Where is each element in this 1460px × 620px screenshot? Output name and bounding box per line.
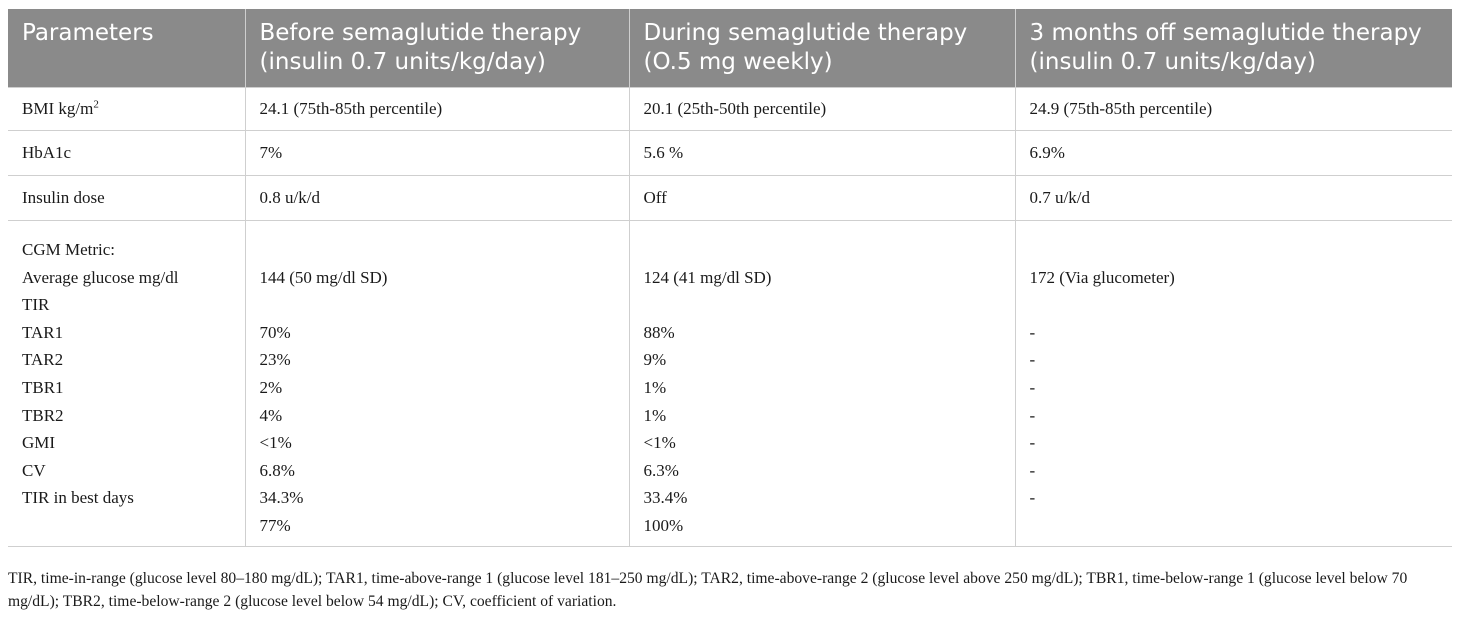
header-row: Parameters Before semaglutide therapy (i… (8, 9, 1452, 88)
cgm-before-value: 2% (259, 377, 283, 397)
cell-cgm-during: 124 (41 mg/dl SD) 88% 9% 1% 1% <1% 6.3% … (628, 220, 1015, 547)
header-during-line2: (O.5 mg weekly) (643, 49, 833, 75)
cgm-off-value: 172 (Via glucometer) (1029, 267, 1175, 287)
table-header: Parameters Before semaglutide therapy (i… (8, 9, 1452, 88)
cgm-label: TAR2 (22, 350, 64, 370)
bmi-label-superscript: 2 (93, 98, 99, 111)
cgm-off-value: - (1029, 488, 1036, 508)
cgm-label: CGM Metric: (22, 240, 116, 259)
cgm-before-value (260, 236, 615, 264)
cgm-during-value (644, 291, 1001, 319)
header-off-line1: 3 months off semaglutide therapy (1029, 20, 1422, 46)
results-table-container: Parameters Before semaglutide therapy (i… (8, 9, 1452, 547)
cell-bmi-off: 24.9 (75th-85th percentile) (1014, 87, 1452, 131)
cell-insulin-label: Insulin dose (8, 175, 245, 221)
cgm-during-value: 9% (643, 350, 667, 370)
cell-cgm-off: 172 (Via glucometer) - - - - - - - (1014, 220, 1452, 547)
header-off-line2: (insulin 0.7 units/kg/day) (1029, 49, 1316, 75)
cgm-label: TIR (22, 295, 50, 315)
header-parameters: Parameters (8, 9, 245, 88)
cgm-during-value: 6.3% (643, 460, 679, 480)
cgm-label: TIR in best days (22, 488, 134, 508)
cgm-during-value: 100% (643, 515, 684, 535)
cell-cgm-before: 144 (50 mg/dl SD) 70% 23% 2% 4% <1% 6.8%… (244, 220, 629, 547)
cgm-before-value: <1% (259, 433, 292, 453)
cell-bmi-during: 20.1 (25th-50th percentile) (628, 87, 1015, 131)
cgm-before-value (260, 291, 615, 319)
cell-hba1c-during: 5.6 % (628, 130, 1015, 176)
cgm-off-value: - (1029, 405, 1036, 425)
cgm-label: TAR1 (22, 322, 64, 342)
header-off-therapy: 3 months off semaglutide therapy (insuli… (1014, 9, 1452, 88)
header-during-therapy: During semaglutide therapy (O.5 mg weekl… (628, 9, 1015, 88)
cell-hba1c-before: 7% (244, 130, 629, 176)
cgm-label: Average glucose mg/dl (22, 267, 179, 287)
cgm-off-value: - (1029, 350, 1036, 370)
cell-bmi-label: BMI kg/m2 (8, 87, 245, 131)
results-table: Parameters Before semaglutide therapy (i… (8, 9, 1452, 547)
cgm-before-value: 6.8% (259, 460, 295, 480)
cgm-off-value: - (1029, 433, 1036, 453)
header-during-line1: During semaglutide therapy (643, 20, 968, 46)
cgm-during-value: 124 (41 mg/dl SD) (643, 267, 772, 287)
cgm-label: TBR2 (22, 405, 64, 425)
cgm-off-value: - (1029, 377, 1036, 397)
cgm-during-value: 88% (643, 322, 675, 342)
cgm-before-value: 23% (259, 350, 291, 370)
table-row-insulin-dose: Insulin dose 0.8 u/k/d Off 0.7 u/k/d (8, 175, 1452, 221)
cgm-during-value: <1% (643, 433, 676, 453)
cgm-off-value: - (1029, 322, 1036, 342)
cell-insulin-off: 0.7 u/k/d (1014, 175, 1452, 221)
cell-cgm-labels: CGM Metric: Average glucose mg/dl TIR TA… (8, 220, 245, 547)
cell-insulin-during: Off (628, 175, 1015, 221)
cgm-label: TBR1 (22, 377, 64, 397)
header-before-therapy: Before semaglutide therapy (insulin 0.7 … (244, 9, 629, 88)
table-row-cgm-metrics: CGM Metric: Average glucose mg/dl TIR TA… (8, 220, 1452, 547)
cgm-during-value: 33.4% (643, 488, 688, 508)
cgm-off-value (1030, 236, 1439, 264)
cgm-before-value: 70% (259, 322, 291, 342)
table-footnote: TIR, time-in-range (glucose level 80–180… (8, 570, 1408, 610)
cell-hba1c-off: 6.9% (1014, 130, 1452, 176)
cell-insulin-before: 0.8 u/k/d (244, 175, 629, 221)
cgm-during-value: 1% (643, 377, 667, 397)
cgm-before-value: 34.3% (259, 488, 304, 508)
cell-hba1c-label: HbA1c (8, 130, 245, 176)
cgm-before-value: 77% (259, 515, 291, 535)
header-before-line1: Before semaglutide therapy (259, 20, 582, 46)
cgm-off-value: - (1029, 460, 1036, 480)
header-before-line2: (insulin 0.7 units/kg/day) (259, 49, 546, 75)
cgm-off-value (1030, 291, 1439, 319)
cgm-during-value (644, 236, 1001, 264)
cgm-before-value: 4% (259, 405, 283, 425)
bmi-label: BMI kg/m (22, 99, 94, 118)
table-row-bmi: BMI kg/m2 24.1 (75th-85th percentile) 20… (8, 87, 1452, 131)
table-body: BMI kg/m2 24.1 (75th-85th percentile) 20… (8, 87, 1452, 547)
table-row-hba1c: HbA1c 7% 5.6 % 6.9% (8, 130, 1452, 176)
cgm-before-value: 144 (50 mg/dl SD) (259, 267, 388, 287)
cell-bmi-before: 24.1 (75th-85th percentile) (244, 87, 629, 131)
header-parameters-label: Parameters (22, 20, 154, 46)
cgm-label: CV (22, 460, 46, 480)
cgm-label: GMI (22, 433, 56, 453)
cgm-during-value: 1% (643, 405, 667, 425)
